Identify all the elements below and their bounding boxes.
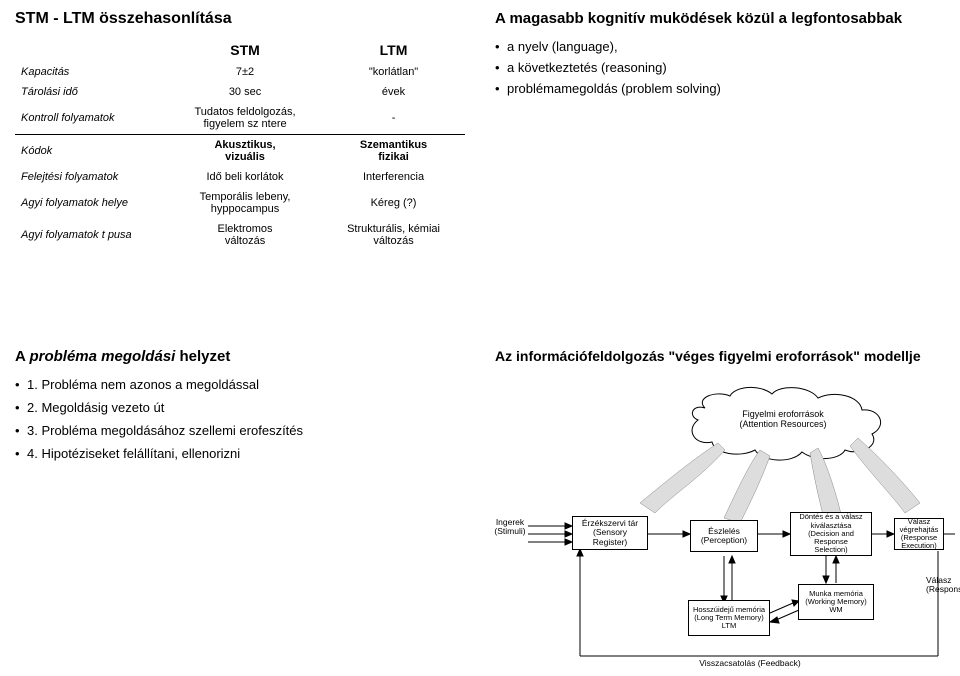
wm-box: Munka memória (Working Memory) WM <box>798 584 874 620</box>
table-cell-stm: Akusztikus, vizuális <box>168 135 322 168</box>
table-row-label: Agyi folyamatok helye <box>15 187 168 219</box>
col-ltm: LTM <box>322 38 465 62</box>
valasz-label: Válasz (Respons <box>926 576 960 594</box>
table-row-label: Kontroll folyamatok <box>15 102 168 134</box>
feedback-label: Visszacsatolás (Feedback) <box>680 659 820 668</box>
sensory-register-box: Érzékszervi tár (Sensory Register) <box>572 516 648 550</box>
stm-ltm-title: STM - LTM összehasonlítása <box>15 10 465 28</box>
problem-title: A probléma megoldási helyzet <box>15 348 465 365</box>
list-item: a nyelv (language), <box>507 39 945 54</box>
table-row-label: Felejtési folyamatok <box>15 167 168 187</box>
table-cell-stm: Tudatos feldolgozás, figyelem sz ntere <box>168 102 322 134</box>
stm-ltm-panel: STM - LTM összehasonlítása STM LTM Kapac… <box>0 0 480 338</box>
table-row-label: Agyi folyamatok t pusa <box>15 219 168 251</box>
table-cell-ltm: évek <box>322 82 465 102</box>
problem-panel: A probléma megoldási helyzet 1. Probléma… <box>0 338 480 676</box>
table-cell-stm: Elektromos változás <box>168 219 322 251</box>
list-item: 3. Probléma megoldásához szellemi erofes… <box>27 423 465 438</box>
table-cell-ltm: Strukturális, kémiai változás <box>322 219 465 251</box>
table-cell-ltm: Kéreg (?) <box>322 187 465 219</box>
table-cell-stm: Temporális lebeny, hyppocampus <box>168 187 322 219</box>
table-cell-ltm: - <box>322 102 465 134</box>
list-item: 1. Probléma nem azonos a megoldással <box>27 377 465 392</box>
model-panel: Az információfeldolgozás "véges figyelmi… <box>480 338 960 676</box>
ingerek-label: Ingerek (Stimuli) <box>490 518 530 536</box>
cloud-label: Figyelmi eroforrások (Attention Resource… <box>728 410 838 430</box>
table-cell-stm: 30 sec <box>168 82 322 102</box>
cognitive-panel: A magasabb kognitív muködések közül a le… <box>480 0 960 338</box>
cognitive-list: a nyelv (language), a következtetés (reas… <box>495 39 945 96</box>
table-cell-ltm: Szemantikus fizikai <box>322 135 465 168</box>
table-row-label: Tárolási idő <box>15 82 168 102</box>
execution-box: Válasz végrehajtás (Response Execution) <box>894 518 944 550</box>
list-item: problémamegoldás (problem solving) <box>507 81 945 96</box>
col-stm: STM <box>168 38 322 62</box>
ltm-box: Hosszúidejű memória (Long Term Memory) L… <box>688 600 770 636</box>
table-cell-ltm: Interferencia <box>322 167 465 187</box>
table-row-label: Kapacitás <box>15 62 168 82</box>
table-cell-ltm: "korlátlan" <box>322 62 465 82</box>
cognitive-title: A magasabb kognitív muködések közül a le… <box>495 10 945 27</box>
decision-box: Döntés és a válasz kiválasztása (Decisio… <box>790 512 872 556</box>
perception-box: Észlelés (Perception) <box>690 520 758 552</box>
table-cell-stm: Idő beli korlátok <box>168 167 322 187</box>
stm-ltm-table: STM LTM Kapacitás7±2"korlátlan" Tárolási … <box>15 38 465 251</box>
table-row-label: Kódok <box>15 135 168 168</box>
table-cell-stm: 7±2 <box>168 62 322 82</box>
list-item: a következtetés (reasoning) <box>507 60 945 75</box>
list-item: 4. Hipotéziseket felállítani, ellenorizn… <box>27 446 465 461</box>
list-item: 2. Megoldásig vezeto út <box>27 400 465 415</box>
